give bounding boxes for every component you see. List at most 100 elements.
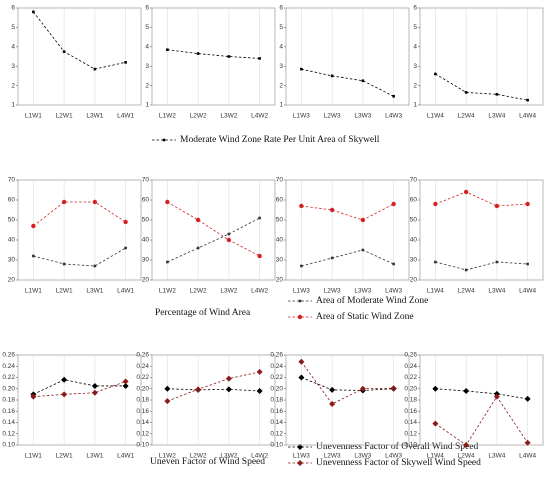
y-tick-label: 0.10 (270, 442, 283, 449)
y-tick-label: 30 (142, 257, 150, 264)
plot-frame (151, 354, 276, 446)
data-point (30, 393, 37, 400)
data-point (62, 50, 66, 53)
y-tick-label: 6 (145, 5, 149, 12)
y-tick-label: 0.12 (404, 430, 417, 437)
data-point (360, 217, 366, 223)
data-point (31, 223, 36, 229)
x-tick-label: L2W1 (56, 113, 73, 120)
x-tick-label: L4W2 (251, 453, 268, 460)
data-point (526, 98, 529, 102)
data-point (62, 262, 66, 266)
y-tick-label: 4 (11, 44, 15, 51)
data-point (329, 207, 335, 213)
plot-frame (419, 179, 544, 281)
x-tick-label: L1W1 (25, 288, 42, 295)
y-tick-label: 70 (276, 177, 284, 184)
data-point (123, 219, 128, 225)
y-tick-label: 1 (413, 102, 417, 109)
series-line (435, 191, 528, 207)
data-point (124, 246, 127, 250)
plot-frame (419, 354, 544, 446)
legend-label: Area of Static Wind Zone (316, 311, 414, 322)
data-point (495, 260, 499, 264)
x-tick-label: L2W4 (458, 288, 475, 295)
x-tick-label: L1W1 (25, 453, 42, 460)
data-point (329, 400, 336, 407)
plot-frame (285, 7, 410, 106)
y-tick-label: 70 (410, 177, 418, 184)
row-title: Percentage of Wind Area (155, 307, 251, 318)
data-point (257, 253, 262, 259)
data-point (32, 10, 35, 14)
data-point (524, 395, 531, 402)
series-line (301, 68, 394, 97)
data-point (166, 260, 169, 264)
data-point (61, 199, 67, 205)
y-tick-label: 30 (410, 257, 418, 264)
y-tick-label: 30 (8, 257, 16, 264)
y-tick-label: 0.18 (136, 397, 149, 404)
y-tick-label: 0.18 (270, 397, 283, 404)
data-point (195, 217, 201, 223)
x-tick-label: L3W1 (86, 453, 103, 460)
x-tick-label: L3W3 (354, 453, 371, 460)
x-tick-label: L3W4 (488, 113, 505, 120)
y-tick-label: 0.22 (136, 374, 149, 381)
y-tick-label: 2 (145, 82, 149, 89)
x-tick-label: L4W1 (117, 113, 134, 120)
data-point (434, 260, 437, 264)
y-tick-label: 0.14 (404, 419, 417, 426)
x-tick-label: L4W3 (385, 113, 402, 120)
y-tick-label: 0.18 (404, 397, 417, 404)
data-point (226, 237, 232, 243)
series-line (301, 249, 394, 267)
legend-marker (162, 138, 166, 142)
data-point (256, 368, 263, 375)
x-tick-label: L1W1 (25, 113, 42, 120)
data-point (300, 67, 303, 71)
y-tick-label: 70 (8, 177, 16, 184)
data-point (526, 262, 529, 266)
data-point (390, 385, 397, 392)
legend-marker (297, 460, 303, 466)
y-tick-label: 20 (142, 277, 150, 284)
y-tick-label: 0.24 (2, 363, 15, 370)
y-tick-label: 4 (413, 44, 417, 51)
y-tick-label: 50 (410, 217, 418, 224)
legend-label: Unevenness Factor of Skywell Wind Speed (316, 457, 481, 468)
y-tick-label: 0.12 (136, 430, 149, 437)
data-point (227, 55, 231, 58)
data-point (164, 385, 171, 392)
x-tick-label: L2W2 (190, 288, 207, 295)
y-tick-label: 60 (410, 197, 418, 204)
y-tick-label: 0.26 (404, 352, 417, 359)
x-tick-label: L2W1 (56, 453, 73, 460)
x-tick-label: L4W4 (519, 113, 536, 120)
data-point (93, 264, 97, 268)
y-tick-label: 20 (8, 277, 16, 284)
y-tick-label: 2 (11, 82, 15, 89)
x-tick-label: L3W1 (86, 288, 103, 295)
y-tick-label: 0.14 (2, 419, 15, 426)
y-tick-label: 6 (413, 5, 417, 12)
plot-frame (151, 7, 276, 106)
y-tick-label: 3 (413, 63, 417, 70)
data-point (298, 358, 305, 365)
data-point (300, 264, 303, 268)
x-tick-label: L1W3 (293, 453, 310, 460)
data-point (433, 201, 438, 207)
x-tick-label: L1W3 (293, 288, 310, 295)
data-point (91, 389, 98, 396)
x-tick-label: L4W1 (117, 453, 134, 460)
y-tick-label: 60 (276, 197, 284, 204)
x-tick-label: L4W2 (251, 113, 268, 120)
data-point (463, 442, 470, 448)
x-tick-label: L2W3 (324, 113, 341, 120)
series-line (33, 381, 126, 398)
y-tick-label: 0.26 (136, 352, 149, 359)
data-point (434, 72, 437, 76)
plot-frame (419, 7, 544, 106)
data-point (464, 91, 468, 94)
